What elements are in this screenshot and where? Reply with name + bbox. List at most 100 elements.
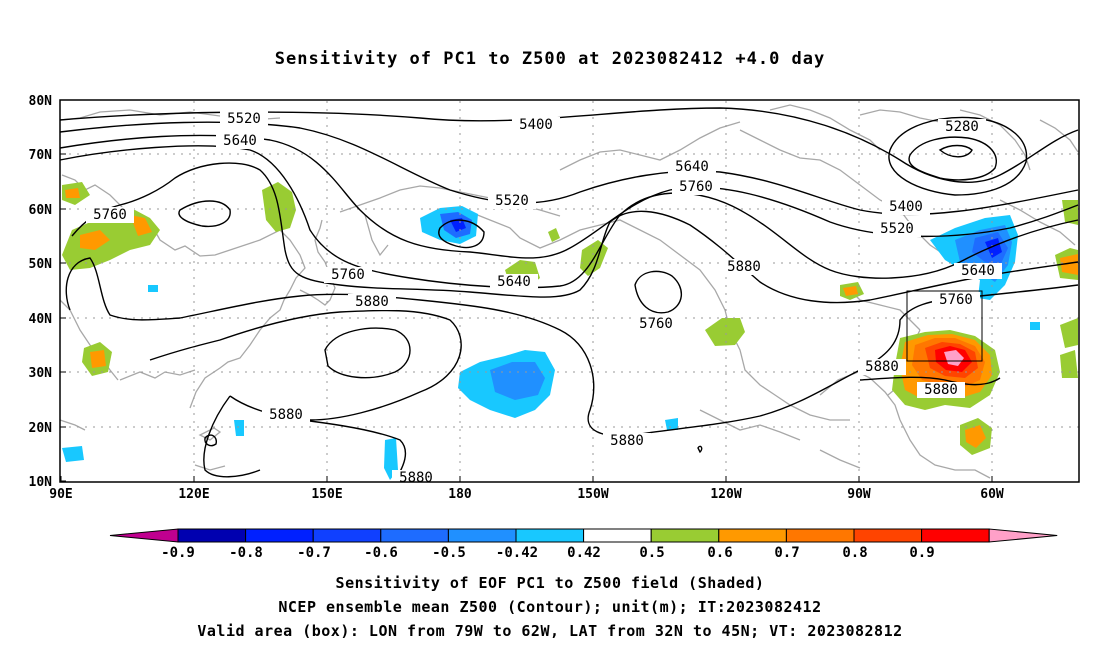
positive-patch (1060, 318, 1078, 348)
map-title: Sensitivity of PC1 to Z500 at 2023082412… (274, 49, 826, 69)
colorbar-max-arrow (988, 528, 1058, 543)
colorbar-swatch (447, 528, 517, 543)
caption-line-shading: Sensitivity of EOF PC1 to Z500 field (Sh… (335, 574, 765, 592)
contour-label-group: 5280 5400 5400 5520 5520 5520 5640 5640 … (86, 111, 1002, 486)
lat-label: 60N (29, 203, 53, 218)
colorbar-swatch (245, 528, 314, 543)
colorbar-swatch (853, 528, 923, 543)
lat-label: 10N (29, 475, 53, 490)
contour-label: 5280 (945, 119, 979, 135)
positive-patch (65, 188, 80, 198)
lat-label: 30N (29, 366, 53, 381)
lat-label: 40N (29, 312, 53, 327)
negative-patch (62, 446, 84, 462)
contour-label: 5520 (495, 193, 529, 209)
contour-label: 5520 (227, 111, 261, 127)
colorbar-label: 0.6 (707, 545, 732, 561)
caption-line-contour: NCEP ensemble mean Z500 (Contour); unit(… (278, 598, 822, 616)
colorbar-swatch (583, 528, 652, 543)
negative-patch (450, 218, 466, 232)
lon-label: 90W (847, 487, 871, 502)
colorbar-swatch (650, 528, 720, 543)
map-frame (59, 99, 1080, 483)
colorbar-label: -0.42 (496, 545, 538, 561)
contour-label: 5640 (223, 133, 257, 149)
positive-patch (843, 286, 858, 296)
lon-label: 60W (980, 487, 1004, 502)
colorbar-labels: -0.9 -0.8 -0.7 -0.6 -0.5 -0.42 0.42 0.5 … (161, 545, 935, 561)
negative-patch (665, 418, 678, 430)
contour-label: 5760 (939, 292, 973, 308)
lon-label: 90E (49, 487, 72, 502)
colorbar-label: 0.9 (909, 545, 934, 561)
lon-label: 150E (311, 487, 342, 502)
contour-label: 5760 (331, 267, 365, 283)
colorbar-swatch (380, 528, 449, 543)
lat-label: 20N (29, 421, 53, 436)
positive-patch (548, 228, 560, 242)
colorbar-swatch (177, 528, 247, 543)
colorbar-min-arrow (109, 528, 179, 543)
contour-label: 5880 (269, 407, 303, 423)
contour-label: 5880 (865, 359, 899, 375)
positive-patch (965, 425, 986, 448)
sensitivity-shading (62, 182, 1078, 480)
positive-patch (1060, 350, 1078, 378)
contour-label: 5640 (675, 159, 709, 175)
contour-label: 5880 (399, 470, 433, 486)
lat-label: 80N (29, 94, 53, 109)
contour-label: 5880 (727, 259, 761, 275)
contour-label: 5880 (610, 433, 644, 449)
negative-patch (1030, 322, 1040, 330)
contour-label: 5760 (679, 179, 713, 195)
z500-contours (59, 107, 1079, 481)
positive-patch (944, 350, 964, 366)
contour-label: 5640 (961, 263, 995, 279)
positive-patch (130, 215, 152, 236)
negative-patch (234, 420, 244, 436)
lat-label: 70N (29, 148, 53, 163)
colorbar-swatch (785, 528, 855, 543)
colorbar-label: -0.6 (364, 545, 398, 561)
contour-label: 5520 (880, 221, 914, 237)
contour-label: 5760 (639, 316, 673, 332)
colorbar-swatch (718, 528, 787, 543)
caption-line-valid-area: Valid area (box): LON from 79W to 62W, L… (197, 622, 903, 640)
colorbar-swatch (921, 528, 990, 543)
positive-patch (80, 230, 110, 250)
negative-patch (148, 285, 158, 292)
negative-patch (985, 238, 1002, 258)
contour-label: 5400 (519, 117, 553, 133)
valid-area-box (906, 290, 983, 362)
lon-axis (60, 476, 993, 482)
negative-patch (384, 438, 398, 480)
colorbar-label: -0.8 (229, 545, 263, 561)
lat-axis (60, 99, 66, 482)
contour-label: 5400 (889, 199, 923, 215)
colorbar-label: -0.5 (432, 545, 466, 561)
lon-label: 150W (577, 487, 608, 502)
positive-patch (1060, 254, 1078, 275)
colorbar-swatch (515, 528, 585, 543)
lon-label: 120W (710, 487, 741, 502)
contour-label: 5880 (355, 294, 389, 310)
colorbar-swatch (312, 528, 382, 543)
colorbar-label: -0.9 (161, 545, 195, 561)
colorbar-label: -0.7 (297, 545, 331, 561)
lat-label: 50N (29, 257, 53, 272)
colorbar-label: 0.5 (639, 545, 664, 561)
positive-patch (90, 350, 106, 368)
lon-label: 120E (178, 487, 209, 502)
colorbar-label: 0.42 (567, 545, 601, 561)
contour-label: 5880 (924, 382, 958, 398)
negative-patch (490, 362, 545, 400)
colorbar-label: 0.7 (774, 545, 799, 561)
contour-label: 5760 (93, 207, 127, 223)
latlon-grid (61, 101, 1079, 481)
positive-patch (705, 318, 745, 346)
colorbar-label: 0.8 (842, 545, 867, 561)
contour-label: 5640 (497, 274, 531, 290)
lon-label: 180 (448, 487, 472, 502)
colorbar (109, 528, 1058, 543)
